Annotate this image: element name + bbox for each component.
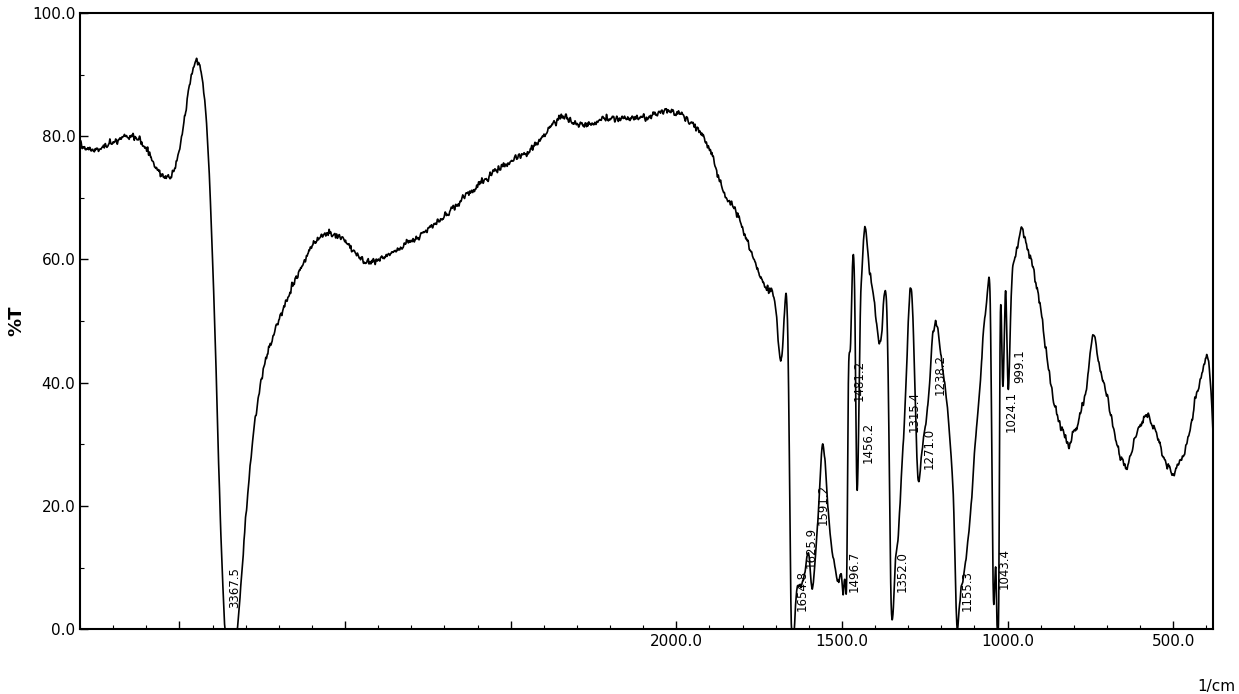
Text: 1456.2: 1456.2 xyxy=(861,422,875,463)
Y-axis label: %T: %T xyxy=(7,306,25,337)
Text: 1481.2: 1481.2 xyxy=(854,360,866,401)
Text: 999.1: 999.1 xyxy=(1012,349,1026,383)
Text: 1238.2: 1238.2 xyxy=(933,354,947,395)
Text: 1024.1: 1024.1 xyxy=(1005,391,1017,432)
Text: 1496.7: 1496.7 xyxy=(847,551,861,592)
Text: 3367.5: 3367.5 xyxy=(228,567,242,608)
Text: 1591.2: 1591.2 xyxy=(817,484,830,525)
Text: 1155.3: 1155.3 xyxy=(961,570,974,611)
Text: 1625.9: 1625.9 xyxy=(805,527,818,568)
Text: 1654.8: 1654.8 xyxy=(795,570,809,611)
Text: 1271.0: 1271.0 xyxy=(923,428,935,469)
Text: 1315.4: 1315.4 xyxy=(908,391,921,432)
Text: 1/cm: 1/cm xyxy=(1197,679,1235,693)
Text: 1352.0: 1352.0 xyxy=(896,552,909,592)
Text: 1043.4: 1043.4 xyxy=(999,548,1011,589)
